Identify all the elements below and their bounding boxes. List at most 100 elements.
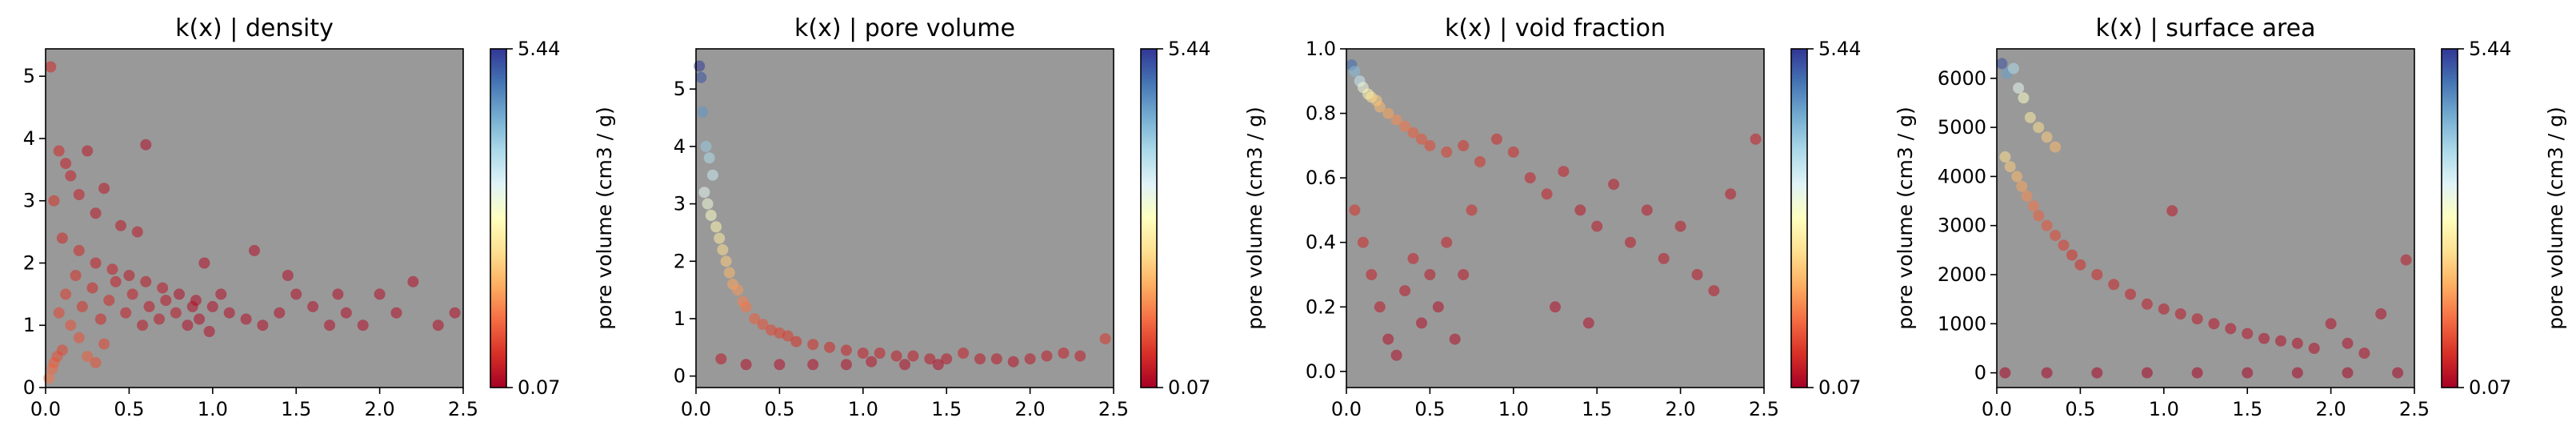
data-point [215,288,227,300]
data-point [732,284,744,296]
chart-title: k(x) | void fraction [1445,14,1666,42]
plot-area [1346,49,1764,388]
data-point [170,307,182,319]
axes-frame [45,48,464,388]
data-point [82,351,94,363]
y-tick-label: 3 [674,193,686,215]
data-point [1382,107,1394,119]
x-tick-label: 0.0 [30,398,61,420]
data-point [249,244,260,256]
data-point [194,313,206,325]
data-point [2258,332,2270,344]
data-point [90,257,102,269]
plot-area [696,49,1114,388]
data-point [2027,200,2039,212]
data-point [1999,367,2011,379]
data-point [2041,367,2053,379]
data-point [1099,333,1111,345]
axes-frame [1996,48,2415,388]
data-point [53,307,65,319]
data-point [1390,349,1402,361]
data-point [697,106,709,118]
data-point [2225,323,2237,335]
data-point [1416,133,1427,145]
data-point [98,338,110,350]
data-point [1424,139,1436,151]
data-point [1424,269,1436,280]
data-point [2013,82,2025,94]
data-point [932,359,944,371]
data-point [1449,333,1461,345]
data-point [1390,114,1402,126]
data-point [2141,298,2153,310]
data-point [703,152,715,164]
data-point [1674,220,1686,232]
data-point [1374,301,1386,313]
data-point [702,198,714,210]
data-point [1658,252,1670,264]
data-point [1441,146,1453,158]
data-point [2308,343,2320,354]
data-point [2375,308,2387,319]
axes-frame [695,48,1114,388]
x-tick-label: 0.0 [1331,398,1362,420]
data-point [131,226,143,238]
data-point [2325,318,2337,330]
data-point [723,267,735,279]
points [43,61,461,384]
data-point [1490,133,1502,145]
data-point [198,257,210,269]
x-tick-label: 0.5 [1414,398,1445,420]
y-tick-label: 1 [23,314,35,336]
panel-0: k(x) | density 0.0 0.5 1.0 1.5 2.0 2.5 0 1 2 3 4 5 5.… [23,14,616,420]
data-point [2242,367,2254,379]
data-point [1691,269,1703,280]
x-tick-label: 2.0 [365,398,395,420]
axes-frame [1346,48,1765,388]
data-point [73,244,85,256]
panel-2: k(x) | void fraction 0.0 0.5 1.0 1.5 2.0 2.5 0.… [1306,14,1917,420]
data-point [82,145,94,157]
data-point [774,359,786,371]
data-point [307,300,319,312]
data-point [698,187,710,199]
data-point [86,282,98,294]
data-point [710,221,722,233]
x-tick-label: 2.5 [448,398,478,420]
data-point [974,353,986,365]
data-point [143,300,155,312]
data-point [2074,259,2086,271]
data-point [203,326,215,337]
data-point [126,288,138,300]
colorbar-frame [2441,48,2458,388]
data-point [866,356,878,368]
data-point [1349,204,1361,216]
x-tick-label: 1.0 [198,398,228,420]
data-point [174,288,185,300]
data-point [2058,239,2070,251]
data-point [137,319,149,332]
data-point [1625,236,1636,248]
data-point [705,209,717,221]
colorbar-min-label: 0.07 [518,376,560,399]
data-point [2018,92,2030,104]
data-point [700,140,712,152]
data-point [1996,58,2008,70]
data-point [790,336,802,348]
points [1346,59,1762,361]
data-point [65,319,77,332]
data-point [53,145,65,157]
y-tick-label: 1.0 [1306,38,1336,60]
data-point [182,319,194,332]
data-point [2208,318,2220,330]
data-point [757,319,769,331]
data-point [2011,171,2023,183]
data-point [1507,146,1519,158]
data-point [115,219,126,231]
data-point [2141,367,2153,379]
data-point [48,195,60,207]
chart-title: k(x) | pore volume [794,14,1015,42]
data-point [1641,204,1653,216]
data-point [1366,269,1378,280]
data-point [1399,285,1411,297]
